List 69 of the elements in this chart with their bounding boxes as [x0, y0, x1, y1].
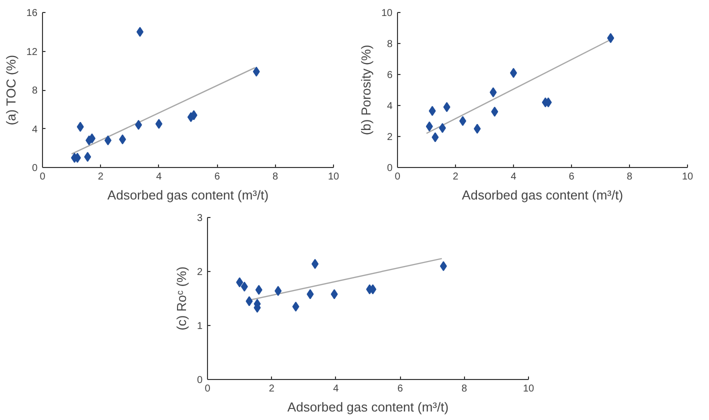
- point: [236, 277, 244, 288]
- point: [119, 134, 126, 144]
- point: [274, 286, 282, 296]
- point: [292, 302, 300, 312]
- point: [136, 26, 144, 37]
- point: [428, 106, 436, 116]
- point: [84, 152, 92, 162]
- x-tick-label: 6: [214, 172, 220, 182]
- y-tick-label: 8: [32, 86, 38, 96]
- x-axis-title: Adsorbed gas content (m³/t): [287, 400, 449, 414]
- point: [607, 33, 614, 44]
- point: [88, 133, 96, 144]
- x-tick-label: 10: [522, 384, 534, 394]
- point: [491, 106, 498, 117]
- x-tick-label: 2: [452, 172, 459, 182]
- y-axis-title: (c) Roᶜ (%): [174, 266, 189, 330]
- point: [440, 261, 447, 272]
- y-tick-label: 0: [196, 375, 203, 386]
- x-tick-label: 0: [394, 172, 401, 182]
- point: [155, 118, 162, 129]
- y-tick-label: 3: [196, 213, 203, 224]
- x-axis-title: Adsorbed gas content (m³/t): [107, 188, 269, 202]
- y-tick-label: 0: [386, 163, 393, 174]
- x-tick-label: 10: [328, 172, 340, 182]
- y-tick-label: 4: [32, 124, 38, 136]
- y-tick-label: 0: [32, 163, 38, 174]
- y-axis-title: (b) Porosity (%): [358, 44, 374, 136]
- point: [459, 116, 466, 126]
- point: [474, 124, 481, 134]
- x-tick-label: 10: [682, 172, 694, 182]
- point: [76, 122, 84, 132]
- x-tick-label: 4: [333, 384, 340, 394]
- point: [190, 110, 198, 120]
- x-axis-title: Adsorbed gas content (m³/t): [462, 188, 624, 202]
- point: [252, 66, 260, 77]
- x-tick-label: 2: [98, 172, 104, 182]
- point: [240, 282, 248, 292]
- x-tick-label: 2: [268, 384, 275, 394]
- point: [246, 296, 253, 306]
- x-tick-label: 8: [626, 172, 633, 182]
- point: [306, 289, 314, 300]
- x-tick-label: 0: [204, 384, 211, 394]
- x-tick-label: 6: [568, 172, 575, 182]
- y-tick-label: 6: [386, 70, 393, 81]
- point: [135, 120, 142, 130]
- y-tick-label: 16: [26, 8, 38, 19]
- point: [330, 289, 338, 300]
- x-tick-label: 4: [156, 172, 162, 182]
- point: [312, 258, 319, 269]
- y-tick-label: 4: [386, 101, 393, 112]
- y-tick-label: 2: [386, 132, 393, 143]
- y-axis-title: (a) TOC (%): [3, 54, 18, 126]
- point: [426, 121, 433, 132]
- point: [255, 284, 262, 295]
- x-tick-label: 6: [397, 384, 404, 394]
- y-tick-label: 10: [381, 8, 393, 19]
- x-tick-label: 8: [272, 172, 279, 182]
- point: [104, 135, 112, 146]
- y-tick-label: 12: [26, 46, 38, 58]
- point: [432, 132, 439, 142]
- point: [438, 122, 446, 133]
- y-tick-label: 8: [386, 39, 393, 50]
- x-tick-label: 4: [510, 172, 517, 182]
- point: [490, 87, 497, 98]
- y-tick-label: 2: [196, 267, 203, 278]
- point: [443, 102, 450, 112]
- x-tick-label: 0: [40, 172, 46, 182]
- y-tick-label: 1: [196, 321, 203, 332]
- x-tick-label: 8: [462, 384, 468, 394]
